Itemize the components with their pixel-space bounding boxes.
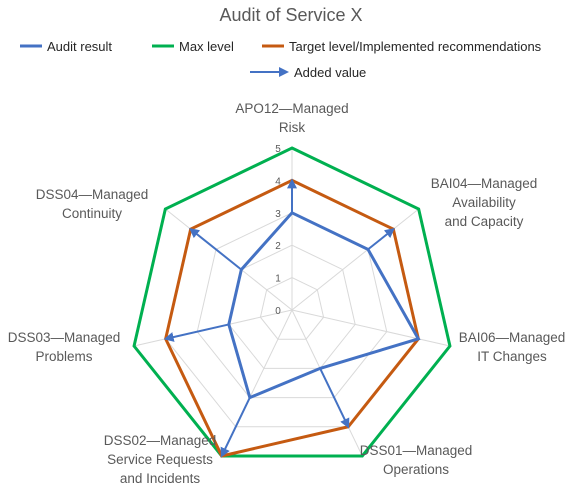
category-label: DSS02—Managed Service Requests and Inciden… — [104, 433, 217, 486]
series-target-level-implemented-recommendations — [164, 178, 420, 458]
tick-label: 0 — [275, 306, 281, 317]
category-label: BAI06—Managed IT Changes — [459, 330, 566, 364]
legend: Audit result Max level Target level/Impl… — [20, 39, 542, 80]
series-max-level — [132, 146, 452, 458]
category-label-line: APO12—Managed — [235, 101, 348, 116]
tick-label: 5 — [275, 144, 281, 155]
legend-label-added-value: Added value — [294, 65, 366, 80]
category-label: BAI04—Managed Availability and Capacity — [431, 176, 538, 229]
tick-label: 4 — [275, 176, 281, 187]
grid-ring-1 — [259, 277, 325, 340]
category-label-line: Service Requests — [107, 452, 213, 467]
category-label-line: Operations — [383, 462, 449, 477]
category-label-line: Availability — [452, 195, 516, 210]
category-label: DSS03—Managed Problems — [8, 330, 121, 364]
category-label-line: DSS03—Managed — [8, 330, 121, 345]
category-label-line: and Incidents — [120, 471, 201, 486]
category-label-line: DSS01—Managed — [360, 443, 473, 458]
category-label-line: DSS04—Managed — [36, 187, 149, 202]
category-label-line: Continuity — [62, 206, 122, 221]
radar-series — [132, 146, 452, 458]
category-label: DSS04—Managed Continuity — [36, 187, 149, 221]
added-value-arrow — [220, 397, 251, 458]
series-audit-result — [227, 210, 421, 400]
grid-spoke-2 — [291, 309, 451, 347]
category-label-line: BAI06—Managed — [459, 330, 566, 345]
category-label-line: DSS02—Managed — [104, 433, 217, 448]
category-label: DSS01—Managed Operations — [360, 443, 473, 477]
radial-tick-labels: 0 1 2 3 4 5 — [275, 144, 281, 317]
added-value-arrow — [163, 323, 230, 342]
grid-spoke-1 — [291, 208, 419, 311]
legend-label-max-level: Max level — [179, 39, 234, 54]
added-value-arrow — [319, 367, 350, 429]
added-value-arrows — [163, 178, 395, 458]
tick-label: 2 — [275, 241, 281, 252]
chart-title: Audit of Service X — [219, 5, 362, 25]
category-label-line: Risk — [279, 120, 305, 135]
added-value-arrow — [367, 227, 395, 251]
grid-ring-3 — [196, 212, 388, 399]
category-label-line: and Capacity — [445, 214, 524, 229]
category-label-line: Problems — [35, 349, 92, 364]
added-value-arrow — [189, 227, 242, 271]
legend-label-audit-result: Audit result — [47, 39, 112, 54]
category-label-line: BAI04—Managed — [431, 176, 538, 191]
legend-label-target-level: Target level/Implemented recommendations — [289, 39, 542, 54]
category-labels: APO12—Managed Risk BAI04—Managed Availabili… — [8, 101, 566, 486]
category-label-line: IT Changes — [477, 349, 547, 364]
tick-label: 1 — [275, 274, 281, 285]
category-label: APO12—Managed Risk — [235, 101, 348, 135]
tick-label: 3 — [275, 209, 281, 220]
